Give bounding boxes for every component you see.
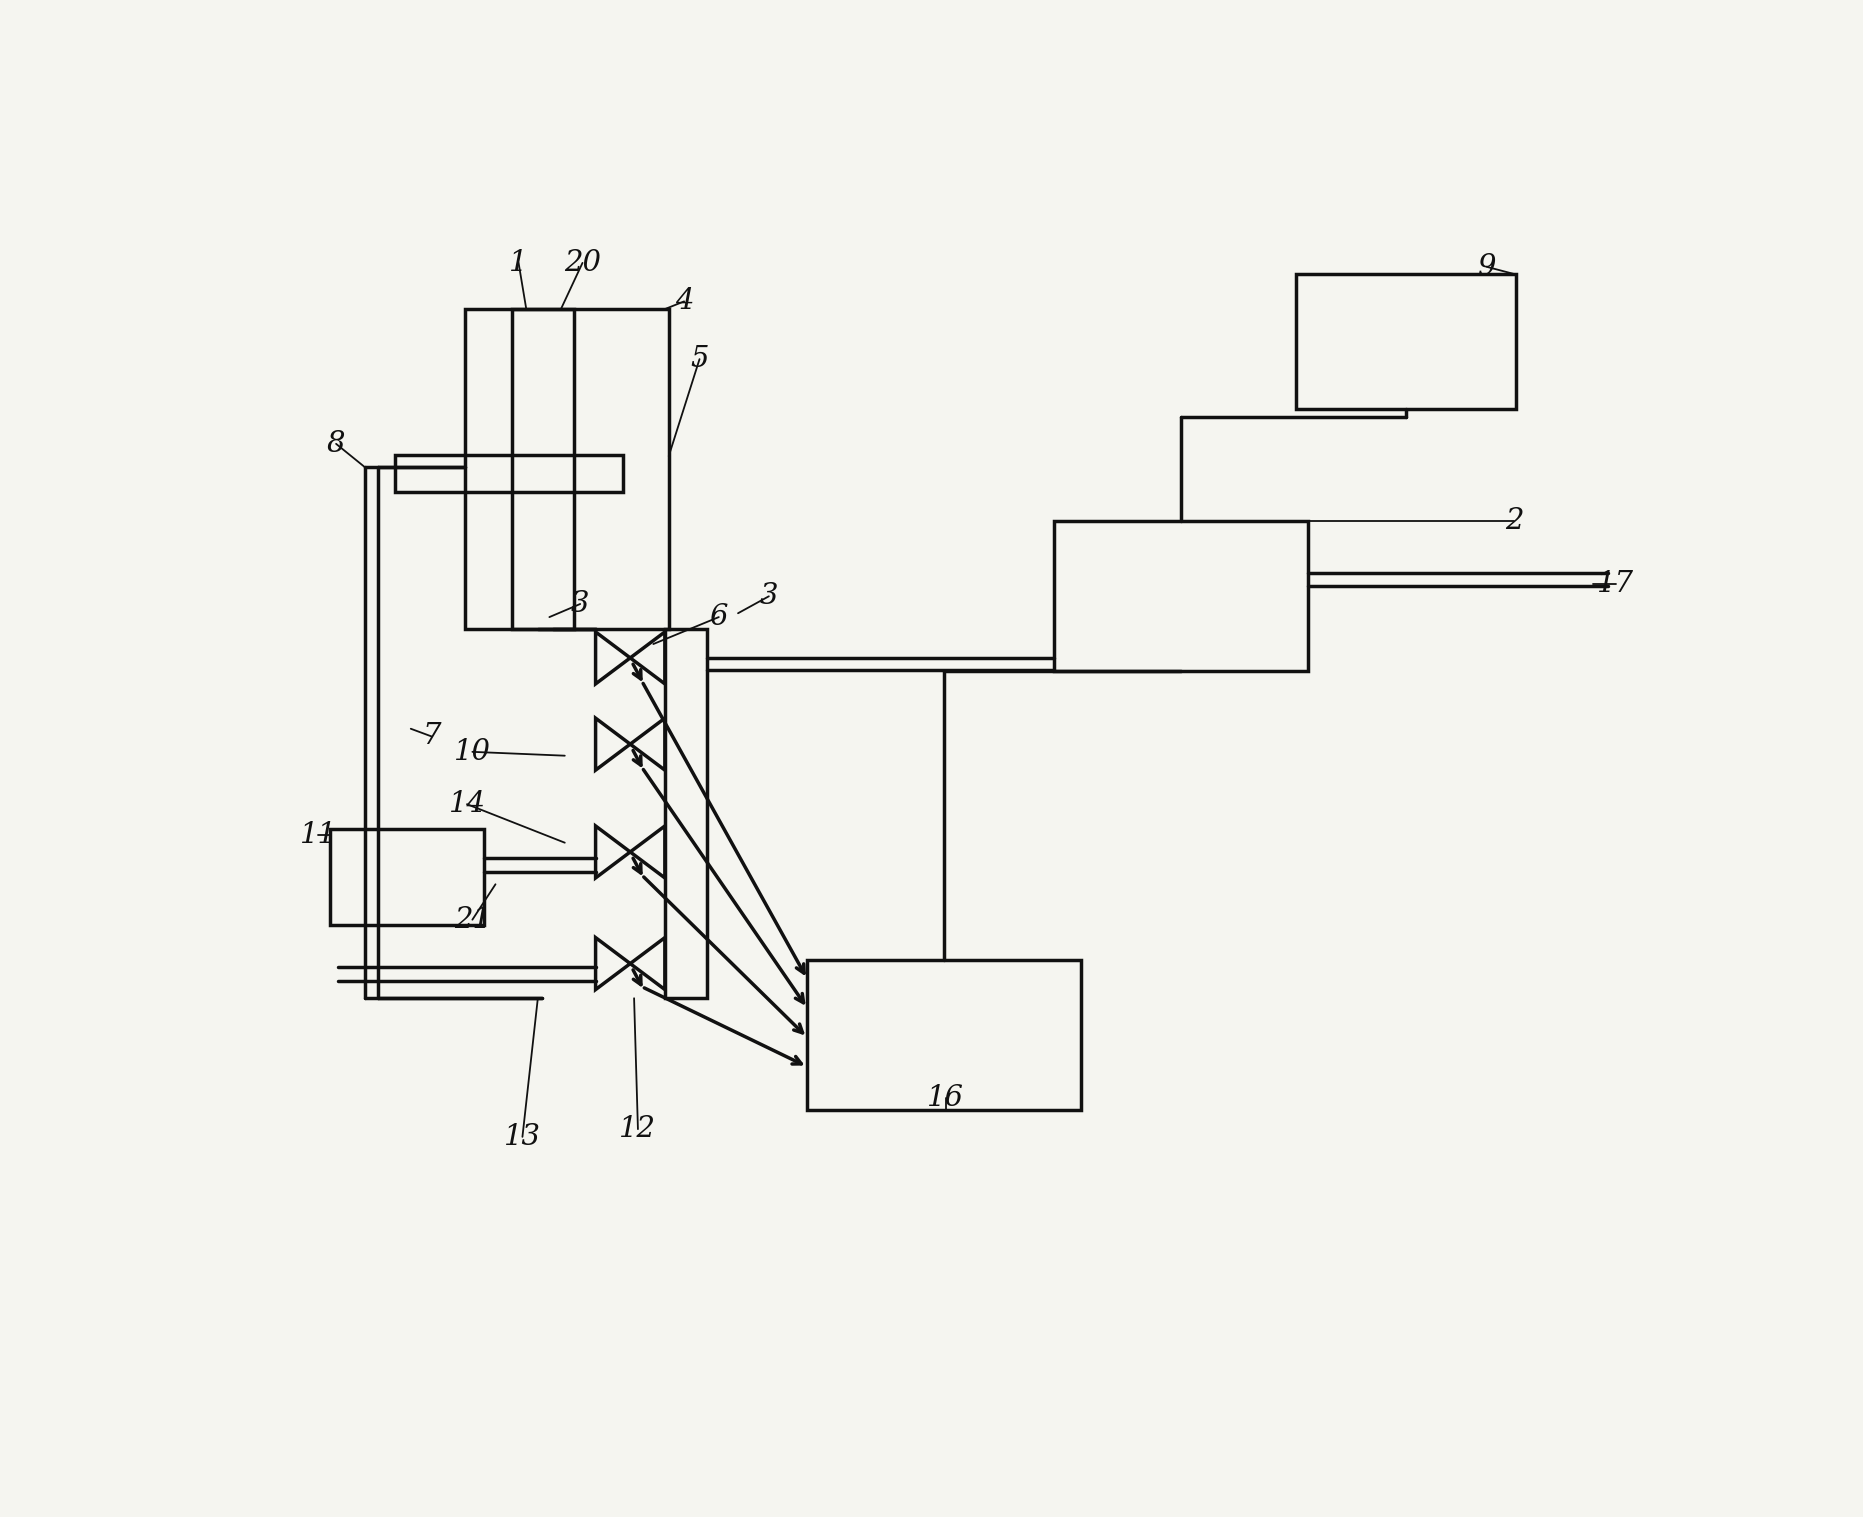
Bar <box>512 309 574 628</box>
Text: 13: 13 <box>503 1123 540 1151</box>
Text: 10: 10 <box>455 737 490 766</box>
Text: 14: 14 <box>449 790 486 818</box>
Text: 5: 5 <box>691 346 708 373</box>
Text: 1: 1 <box>509 249 527 278</box>
Text: 4: 4 <box>674 287 693 316</box>
Text: 7: 7 <box>423 722 442 751</box>
Text: 17: 17 <box>1597 570 1634 598</box>
Bar <box>1054 520 1308 671</box>
Text: 8: 8 <box>326 429 345 458</box>
Text: 3: 3 <box>570 590 589 617</box>
Bar <box>330 828 484 925</box>
Text: 21: 21 <box>455 906 490 933</box>
Text: 20: 20 <box>564 249 602 278</box>
Bar <box>1297 275 1516 410</box>
Bar <box>395 455 622 493</box>
Text: 2: 2 <box>1505 507 1524 536</box>
Text: 12: 12 <box>619 1115 656 1144</box>
Text: 3: 3 <box>760 583 779 610</box>
Bar <box>665 628 708 998</box>
Text: 6: 6 <box>710 604 728 631</box>
Bar <box>464 309 669 628</box>
Text: 16: 16 <box>928 1085 965 1112</box>
Text: 9: 9 <box>1477 253 1496 281</box>
Text: 11: 11 <box>300 821 337 850</box>
Bar <box>807 960 1081 1110</box>
